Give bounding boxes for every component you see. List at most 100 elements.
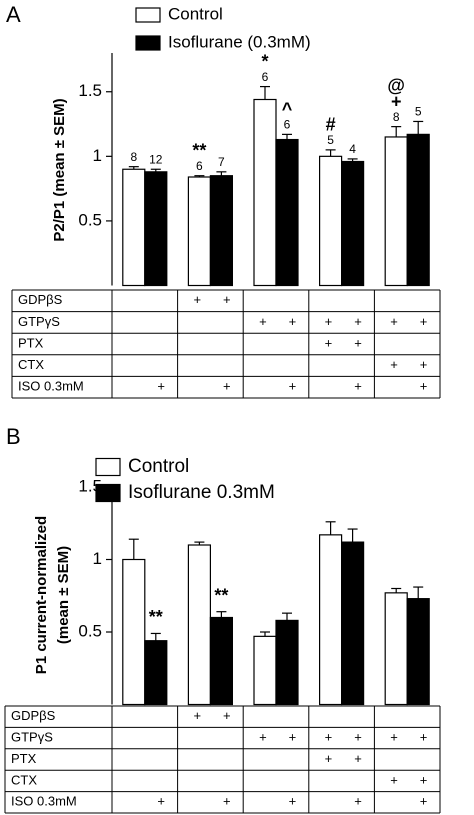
row-label: ISO 0.3mM bbox=[18, 379, 84, 394]
legend-label: Control bbox=[168, 4, 223, 23]
table-mark: + bbox=[193, 292, 201, 307]
error-bar bbox=[282, 612, 292, 621]
row-label: ISO 0.3mM bbox=[11, 794, 77, 809]
table-mark: + bbox=[420, 730, 428, 745]
row-label: GDPβS bbox=[11, 708, 56, 723]
legend-swatch bbox=[135, 35, 161, 51]
table-mark: + bbox=[325, 335, 333, 350]
table-mark: + bbox=[420, 794, 428, 809]
y-tick-label: 0.5 bbox=[78, 621, 102, 640]
n-label: 5 bbox=[415, 105, 422, 119]
bar bbox=[341, 160, 365, 287]
table-mark: + bbox=[420, 314, 428, 329]
error-bar bbox=[216, 171, 227, 176]
bar bbox=[253, 635, 277, 706]
error-bar bbox=[216, 611, 227, 618]
bar bbox=[384, 592, 408, 706]
bar bbox=[275, 619, 299, 706]
legend-swatch bbox=[135, 7, 161, 23]
row-label: PTX bbox=[11, 751, 37, 766]
error-bar bbox=[347, 158, 358, 162]
table-mark: + bbox=[420, 772, 428, 787]
table-mark: + bbox=[223, 292, 231, 307]
table-mark: + bbox=[325, 730, 333, 745]
n-label: 6 bbox=[196, 159, 203, 173]
y-tick-label: 1 bbox=[93, 549, 102, 568]
table-mark: + bbox=[325, 751, 333, 766]
table-mark: + bbox=[390, 314, 398, 329]
legend-label: Control bbox=[128, 456, 189, 477]
bar bbox=[209, 616, 233, 706]
error-bar bbox=[194, 175, 205, 177]
error-bar bbox=[391, 126, 402, 137]
n-label: 7 bbox=[218, 155, 225, 169]
table-mark: + bbox=[354, 314, 362, 329]
table-mark: + bbox=[259, 730, 267, 745]
bar bbox=[209, 175, 233, 287]
n-label: 8 bbox=[130, 150, 137, 164]
y-tick-label: 0.5 bbox=[78, 210, 102, 229]
table-mark: + bbox=[289, 379, 297, 394]
error-bar bbox=[413, 120, 424, 135]
bar bbox=[341, 541, 365, 706]
row-label: CTX bbox=[18, 357, 44, 372]
error-bar bbox=[325, 521, 336, 535]
row-label: CTX bbox=[11, 772, 37, 787]
y-axis-label: P2/P1 (mean ± SEM) bbox=[51, 98, 68, 241]
table-mark: + bbox=[289, 314, 297, 329]
n-label: 12 bbox=[149, 152, 163, 166]
bar bbox=[144, 171, 168, 287]
significance-mark: # bbox=[326, 115, 336, 135]
significance-mark: ** bbox=[149, 607, 163, 627]
table-mark: + bbox=[420, 379, 428, 394]
significance-mark: ^ bbox=[282, 99, 293, 119]
error-bar bbox=[260, 85, 270, 100]
error-bar bbox=[128, 538, 139, 560]
error-bar bbox=[325, 149, 336, 157]
error-bar bbox=[150, 632, 161, 641]
error-bar bbox=[391, 587, 402, 593]
legend-swatch bbox=[95, 457, 121, 477]
bar bbox=[384, 136, 408, 287]
error-bar bbox=[150, 168, 161, 172]
table-mark: + bbox=[259, 314, 267, 329]
table-mark: + bbox=[157, 794, 165, 809]
error-bar bbox=[128, 166, 139, 170]
table-mark: + bbox=[325, 314, 333, 329]
table-mark: + bbox=[390, 772, 398, 787]
error-bar bbox=[260, 631, 270, 637]
error-bar bbox=[194, 541, 205, 545]
bar bbox=[253, 98, 277, 287]
row-label: GDPβS bbox=[18, 292, 63, 307]
significance-mark: ** bbox=[214, 585, 228, 605]
legend-swatch bbox=[95, 483, 121, 503]
table-mark: + bbox=[354, 379, 362, 394]
significance-mark: @ bbox=[387, 75, 405, 95]
y-axis-label: (mean ± SEM) bbox=[55, 546, 72, 644]
bar bbox=[144, 640, 168, 706]
row-label: GTPγS bbox=[11, 730, 53, 745]
legend-label: Isoflurane (0.3mM) bbox=[168, 32, 311, 51]
n-label: 6 bbox=[284, 118, 291, 132]
error-bar bbox=[413, 586, 424, 599]
table-mark: + bbox=[390, 357, 398, 372]
legend-label: Isoflurane 0.3mM bbox=[128, 482, 275, 503]
bar bbox=[122, 168, 146, 287]
table-mark: + bbox=[390, 730, 398, 745]
n-label: 8 bbox=[393, 110, 400, 124]
table-mark: + bbox=[223, 708, 231, 723]
table-mark: + bbox=[289, 794, 297, 809]
row-label: PTX bbox=[18, 335, 44, 350]
table-mark: + bbox=[354, 730, 362, 745]
bar bbox=[406, 598, 430, 706]
bar bbox=[122, 558, 146, 706]
y-tick-label: 1.5 bbox=[78, 81, 102, 100]
significance-mark: ** bbox=[192, 140, 206, 160]
table-mark: + bbox=[223, 794, 231, 809]
panel-label: A bbox=[6, 2, 21, 27]
panel-label: B bbox=[6, 424, 21, 449]
bar bbox=[319, 534, 343, 706]
table-mark: + bbox=[354, 751, 362, 766]
table-mark: + bbox=[157, 379, 165, 394]
